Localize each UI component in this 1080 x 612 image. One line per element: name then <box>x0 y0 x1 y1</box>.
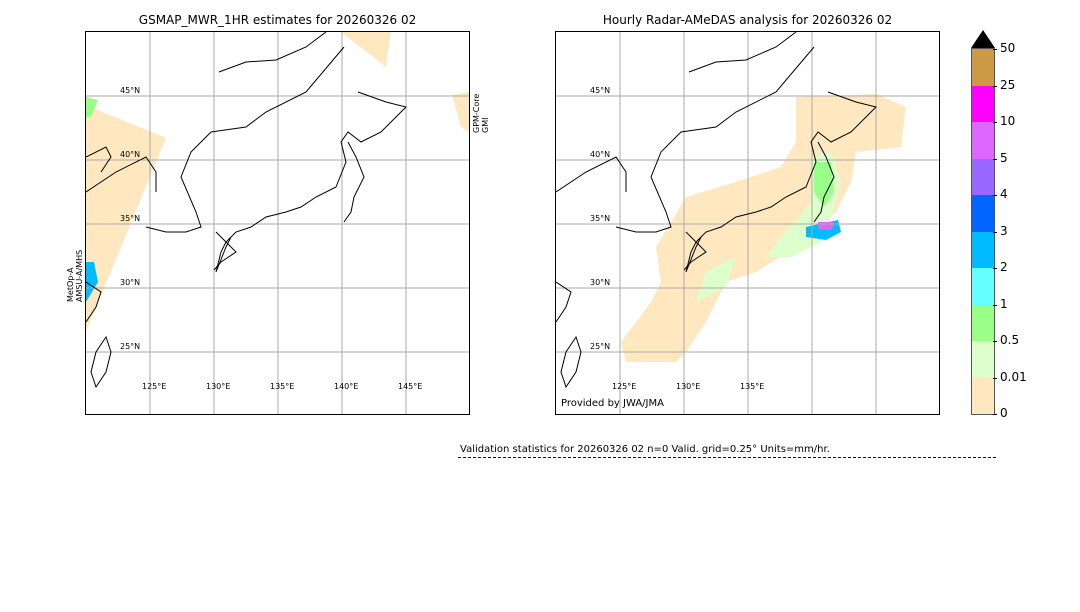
lon-label: 140°E <box>334 382 359 391</box>
satellite-label-left: MetOp-A AMSU-A/MHS <box>66 249 84 302</box>
lat-label: 45°N <box>120 86 141 95</box>
colorbar-tick: 3 <box>993 224 1008 238</box>
satellite-label-right: GPM-Core GMI <box>472 93 490 133</box>
colorbar-tick: 0.01 <box>993 370 1027 384</box>
colorbar-segment <box>972 268 994 305</box>
colorbar-tick: 5 <box>993 151 1008 165</box>
colorbar-segment <box>972 378 994 414</box>
colorbar-extend-arrow <box>971 30 995 48</box>
right-map: 45°N 40°N 35°N 30°N 25°N 125°E 130°E 135… <box>555 31 940 415</box>
validation-statistics: Validation statistics for 20260326 02 n=… <box>460 444 830 455</box>
left-map-graphics <box>86 32 469 414</box>
colorbar <box>971 48 995 415</box>
colorbar-tick: 2 <box>993 260 1008 274</box>
data-credit: Provided by JWA/JMA <box>561 398 664 409</box>
left-map-title: GSMAP_MWR_1HR estimates for 20260326 02 <box>138 13 417 27</box>
colorbar-tick: 25 <box>992 78 1015 92</box>
lon-label: 135°E <box>740 382 765 391</box>
colorbar-segment <box>972 122 994 159</box>
lon-label: 135°E <box>270 382 295 391</box>
colorbar-segment <box>972 86 994 122</box>
colorbar-tick: 50 <box>992 41 1015 55</box>
lat-label: 30°N <box>590 278 611 287</box>
right-map-graphics <box>556 32 939 414</box>
colorbar-tick: 4 <box>993 187 1008 201</box>
colorbar-segment <box>972 49 994 86</box>
colorbar-tick: 0.5 <box>992 333 1019 347</box>
lat-label: 45°N <box>590 86 611 95</box>
colorbar-tick: 1 <box>993 297 1008 311</box>
lon-label: 125°E <box>612 382 637 391</box>
colorbar-segment <box>972 305 994 341</box>
colorbar-tick: 10 <box>992 114 1015 128</box>
lat-label: 35°N <box>590 214 611 223</box>
colorbar-segment <box>972 195 994 232</box>
colorbar-segment <box>972 232 994 268</box>
colorbar-segment <box>972 341 994 378</box>
lat-label: 40°N <box>120 150 141 159</box>
lat-label: 40°N <box>590 150 611 159</box>
lat-label: 35°N <box>120 214 141 223</box>
right-map-title: Hourly Radar-AMeDAS analysis for 2026032… <box>602 13 893 27</box>
colorbar-segment <box>972 159 994 195</box>
validation-divider <box>458 457 996 458</box>
lat-label: 30°N <box>120 278 141 287</box>
lon-label: 130°E <box>206 382 231 391</box>
lat-label: 25°N <box>120 342 141 351</box>
lon-label: 145°E <box>398 382 423 391</box>
left-map: 45°N 40°N 35°N 30°N 25°N 125°E 130°E 135… <box>85 31 470 415</box>
lon-label: 130°E <box>676 382 701 391</box>
lon-label: 125°E <box>142 382 167 391</box>
colorbar-tick: 0 <box>993 406 1008 420</box>
lat-label: 25°N <box>590 342 611 351</box>
